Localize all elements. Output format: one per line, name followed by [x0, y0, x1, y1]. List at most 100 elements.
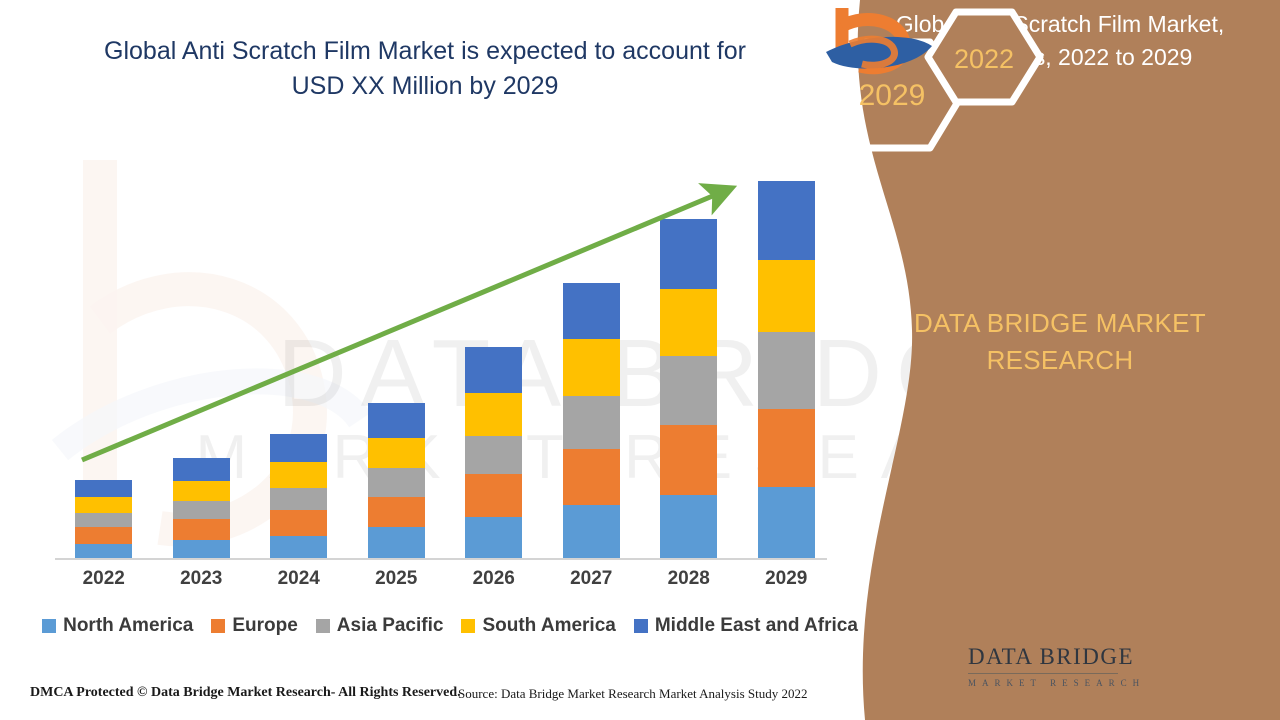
legend-label: Europe — [232, 615, 298, 636]
stacked-bar — [562, 282, 620, 558]
x-axis-label: 2027 — [570, 568, 613, 589]
bar-segment — [172, 458, 230, 481]
brand-name: DATA BRIDGE MARKET RESEARCH — [860, 305, 1260, 379]
legend-label: Asia Pacific — [336, 615, 444, 636]
bar-column — [544, 150, 639, 558]
bar-column — [349, 150, 444, 558]
x-axis-labels: 2022 2023 2024 2025 2026 2027 2028 2029 — [55, 568, 835, 598]
x-axis-label: 2022 — [82, 568, 125, 589]
bar-segment — [465, 435, 523, 475]
logo-divider — [968, 673, 1118, 674]
legend-item[interactable]: South America — [461, 615, 616, 637]
legend-item[interactable]: North America — [42, 615, 193, 637]
bar-segment — [660, 356, 718, 426]
bar-column — [739, 150, 834, 558]
x-axis-label: 2024 — [277, 568, 320, 589]
legend-item[interactable]: Asia Pacific — [315, 615, 444, 637]
legend-item[interactable]: Europe — [211, 615, 298, 637]
bar-segment — [75, 513, 133, 528]
bar-column — [154, 150, 249, 558]
legend-label: North America — [63, 615, 194, 636]
bar-segment — [367, 527, 425, 558]
bar-segment — [75, 479, 133, 497]
bar-segment — [660, 494, 718, 558]
stacked-bar — [465, 346, 523, 558]
brand-line2: RESEARCH — [986, 344, 1134, 375]
legend-swatch — [461, 619, 476, 633]
bar-segment — [562, 504, 620, 558]
legend-item[interactable]: Middle East and Africa — [633, 615, 858, 637]
legend-swatch — [633, 619, 648, 633]
logo-name: DATA BRIDGE — [968, 644, 1135, 669]
bar-column — [641, 150, 736, 558]
bar-segment — [270, 433, 328, 463]
chart-legend: North America Europe Asia Pacific South Ame… — [42, 615, 858, 637]
x-axis-label: 2028 — [667, 568, 710, 589]
bar-segment — [270, 535, 328, 558]
brand-panel: Global Anti Scratch Film Market, By Regi… — [820, 0, 1280, 720]
stacked-bar — [270, 433, 328, 558]
brand-line1: DATA BRIDGE MARKET — [914, 308, 1206, 338]
bar-segment — [172, 480, 230, 501]
chart-title-line1: Global Anti Scratch Film Market is expec… — [104, 37, 746, 65]
legend-label: Middle East and Africa — [654, 615, 858, 636]
bar-segment — [660, 219, 718, 289]
bar-segment — [465, 517, 523, 558]
bar-column — [446, 150, 541, 558]
chart-plot-area — [55, 150, 835, 560]
stacked-bar — [660, 219, 718, 558]
logo-text: DATA BRIDGE MARKET RESEARCH — [968, 644, 1145, 688]
bar-segment — [562, 282, 620, 339]
stacked-bar — [367, 403, 425, 558]
bar-column — [56, 150, 151, 558]
legend-swatch — [42, 619, 57, 633]
x-axis-label: 2025 — [375, 568, 418, 589]
bar-segment — [75, 496, 133, 514]
stacked-bar — [75, 479, 133, 558]
bar-segment — [367, 468, 425, 497]
bar-segment — [75, 527, 133, 544]
bar-segment — [465, 346, 523, 393]
legend-swatch — [315, 619, 330, 633]
logo-subtitle: MARKET RESEARCH — [968, 678, 1146, 688]
bar-segment — [757, 486, 815, 558]
stacked-bar — [172, 458, 230, 558]
bar-segment — [270, 462, 328, 488]
x-axis-line — [55, 558, 827, 560]
x-axis-label: 2026 — [472, 568, 515, 589]
data-bridge-logo-icon — [826, 8, 932, 75]
footer-source: Source: Data Bridge Market Research Mark… — [458, 686, 808, 701]
bar-segment — [270, 487, 328, 511]
chart-title: Global Anti Scratch Film Market is expec… — [60, 34, 790, 103]
chart-title-line2: USD XX Million by 2029 — [291, 71, 559, 100]
bar-segment — [757, 331, 815, 410]
bar-segment — [465, 392, 523, 436]
bar-segment — [757, 260, 815, 332]
bar-column — [251, 150, 346, 558]
bar-segment — [75, 543, 133, 558]
bar-segment — [270, 510, 328, 536]
stacked-bar — [757, 180, 815, 558]
footer: DMCA Protected © Data Bridge Market Rese… — [0, 682, 860, 712]
hexagon-2029-label: 2029 — [859, 79, 926, 112]
bar-segment — [660, 288, 718, 357]
bar-segment — [172, 539, 230, 558]
bar-segment — [562, 338, 620, 396]
bar-segment — [367, 403, 425, 438]
bar-segment — [172, 500, 230, 520]
bar-segment — [172, 519, 230, 540]
bar-segment — [367, 496, 425, 528]
bar-segment — [757, 409, 815, 487]
stacked-bar-group — [55, 150, 835, 558]
bar-segment — [562, 448, 620, 505]
legend-label: South America — [482, 615, 616, 636]
footer-copyright: DMCA Protected © Data Bridge Market Rese… — [30, 685, 461, 700]
bar-segment — [367, 437, 425, 469]
hexagon-2022-label: 2022 — [954, 44, 1014, 74]
x-axis-label: 2023 — [180, 568, 223, 589]
legend-swatch — [211, 619, 226, 633]
x-axis-label: 2029 — [765, 568, 808, 589]
bar-segment — [562, 395, 620, 449]
bar-segment — [465, 474, 523, 518]
